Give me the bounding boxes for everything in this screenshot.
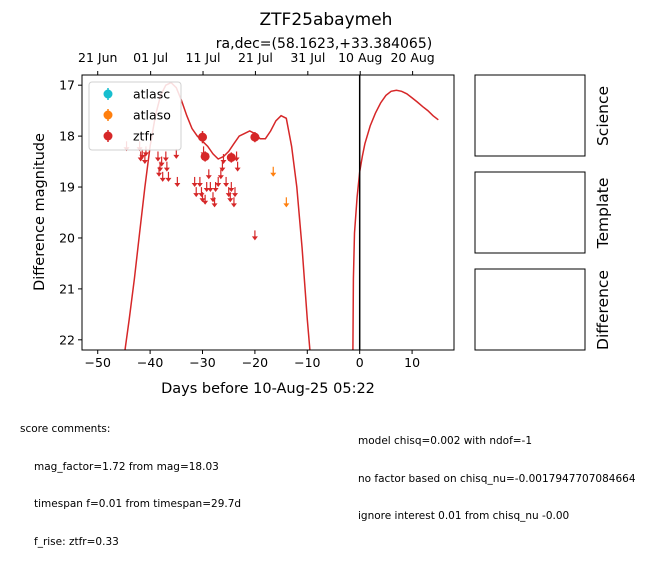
cutout-frame xyxy=(474,268,586,351)
chart-title: ZTF25abaymeh xyxy=(260,10,393,30)
upper-limit-marker xyxy=(162,151,169,162)
plot-area: −50 −40 −30 −20 −10 0 10 17 18 19 20 21 22 21 Jun 01 J… xyxy=(59,50,455,370)
upper-limit-marker xyxy=(223,176,230,187)
score-comment-line: f_rise: ztfr=0.33 xyxy=(34,535,119,548)
cutout-panel: Science xyxy=(474,74,612,157)
upper-limit-marker xyxy=(174,176,181,187)
legend-entry: atlaso xyxy=(103,108,171,123)
upper-limit-marker xyxy=(196,176,203,187)
upper-limit-marker xyxy=(193,187,200,198)
cutout-panel: Difference xyxy=(474,268,612,351)
x-tick-label: −50 xyxy=(85,355,111,370)
upper-limit-marker xyxy=(219,161,226,172)
upper-limit-marker xyxy=(215,176,222,187)
upper-limit-marker xyxy=(163,161,170,172)
x-tick-label: −40 xyxy=(137,355,163,370)
y-tick-label: 21 xyxy=(59,281,75,296)
upper-limit-marker xyxy=(228,182,235,193)
score-comments: score comments: mag_factor=1.72 from mag… xyxy=(20,398,241,561)
x-tick-label: −20 xyxy=(242,355,268,370)
legend-marker xyxy=(103,110,113,120)
legend-box xyxy=(88,81,182,151)
upper-limit-marker xyxy=(159,171,166,182)
upper-limit-marker xyxy=(205,169,212,180)
top-tick-label: 20 Aug xyxy=(390,50,434,65)
upper-limit-marker xyxy=(211,197,218,208)
data-point xyxy=(250,132,260,143)
top-tick-label: 21 Jun xyxy=(78,50,117,65)
x-tick-label: −10 xyxy=(294,355,320,370)
upper-limit-marker xyxy=(158,156,165,167)
cutout-panel: Template xyxy=(474,171,612,254)
upper-limit-marker xyxy=(283,197,290,208)
upper-limit-marker xyxy=(220,154,227,165)
cutout-panels: Science Template Difference xyxy=(474,74,612,351)
legend-marker xyxy=(103,131,113,141)
upper-limit-marker xyxy=(227,192,234,203)
upper-limit-marker xyxy=(199,192,206,203)
y-tick-label: 17 xyxy=(59,78,75,93)
legend-marker xyxy=(103,89,113,99)
data-point xyxy=(226,152,236,163)
upper-limit-marker xyxy=(165,171,172,182)
top-tick-label: 10 Aug xyxy=(338,50,382,65)
y-tick-label: 22 xyxy=(59,332,75,347)
top-tick-label: 11 Jul xyxy=(186,50,221,65)
legend-label: atlaso xyxy=(133,108,171,123)
upper-limit-marker xyxy=(141,154,148,165)
upper-limit-marker xyxy=(207,182,214,193)
upper-limit-marker xyxy=(270,166,277,177)
score-comment-line: mag_factor=1.72 from mag=18.03 xyxy=(34,460,219,473)
model-comments: model chisq=0.002 with ndof=-1 no factor… xyxy=(358,410,636,535)
upper-limit-marker xyxy=(203,182,210,193)
y-tick-label: 20 xyxy=(59,230,75,245)
x-tick-label: −30 xyxy=(189,355,215,370)
chart-subtitle: ra,dec=(58.1623,+33.384065) xyxy=(216,36,432,52)
legend: atlasc atlaso ztfr xyxy=(88,81,182,151)
legend-label: ztfr xyxy=(133,129,155,144)
x-axis-label: Days before 10-Aug-25 05:22 xyxy=(161,381,375,397)
cutout-label: Difference xyxy=(594,270,612,350)
cutout-label: Template xyxy=(594,178,612,250)
upper-limit-marker xyxy=(191,176,198,187)
upper-limit-marker xyxy=(154,151,161,162)
legend-entry: atlasc xyxy=(103,87,170,102)
y-tick-label: 19 xyxy=(59,180,75,195)
top-tick-label: 31 Jul xyxy=(290,50,325,65)
model-comment-line: no factor based on chisq_nu=-0.001794770… xyxy=(358,472,636,485)
cutout-label: Science xyxy=(594,86,612,146)
data-point xyxy=(200,151,210,162)
upper-limit-marker xyxy=(251,230,258,241)
score-comments-header: score comments: xyxy=(20,423,111,435)
figure-canvas: ZTF25abaymeh ra,dec=(58.1623,+33.384065)… xyxy=(32,10,612,397)
model-curve xyxy=(352,89,439,350)
cutout-frame xyxy=(474,171,586,254)
model-comment-line: model chisq=0.002 with ndof=-1 xyxy=(358,435,533,447)
upper-limit-marker xyxy=(202,194,209,205)
upper-limit-marker xyxy=(231,187,238,198)
cutout-frame xyxy=(474,74,586,157)
upper-limit-marker xyxy=(234,161,241,172)
model-comment-line: ignore interest 0.01 from chisq_nu -0.00 xyxy=(358,510,570,522)
upper-limit-marker xyxy=(230,197,237,208)
axes-frame xyxy=(81,74,455,351)
top-tick-label: 01 Jul xyxy=(133,50,168,65)
data-point xyxy=(198,131,208,144)
y-tick-label: 18 xyxy=(59,129,75,144)
x-tick-label: 0 xyxy=(356,355,364,370)
upper-limit-marker xyxy=(198,187,205,198)
upper-limit-marker xyxy=(217,169,224,180)
x-tick-label: 10 xyxy=(404,355,420,370)
legend-entry: ztfr xyxy=(103,129,155,144)
legend-label: atlasc xyxy=(133,87,170,102)
y-axis-label: Difference magnitude xyxy=(32,133,48,291)
top-tick-label: 21 Jul xyxy=(238,50,273,65)
